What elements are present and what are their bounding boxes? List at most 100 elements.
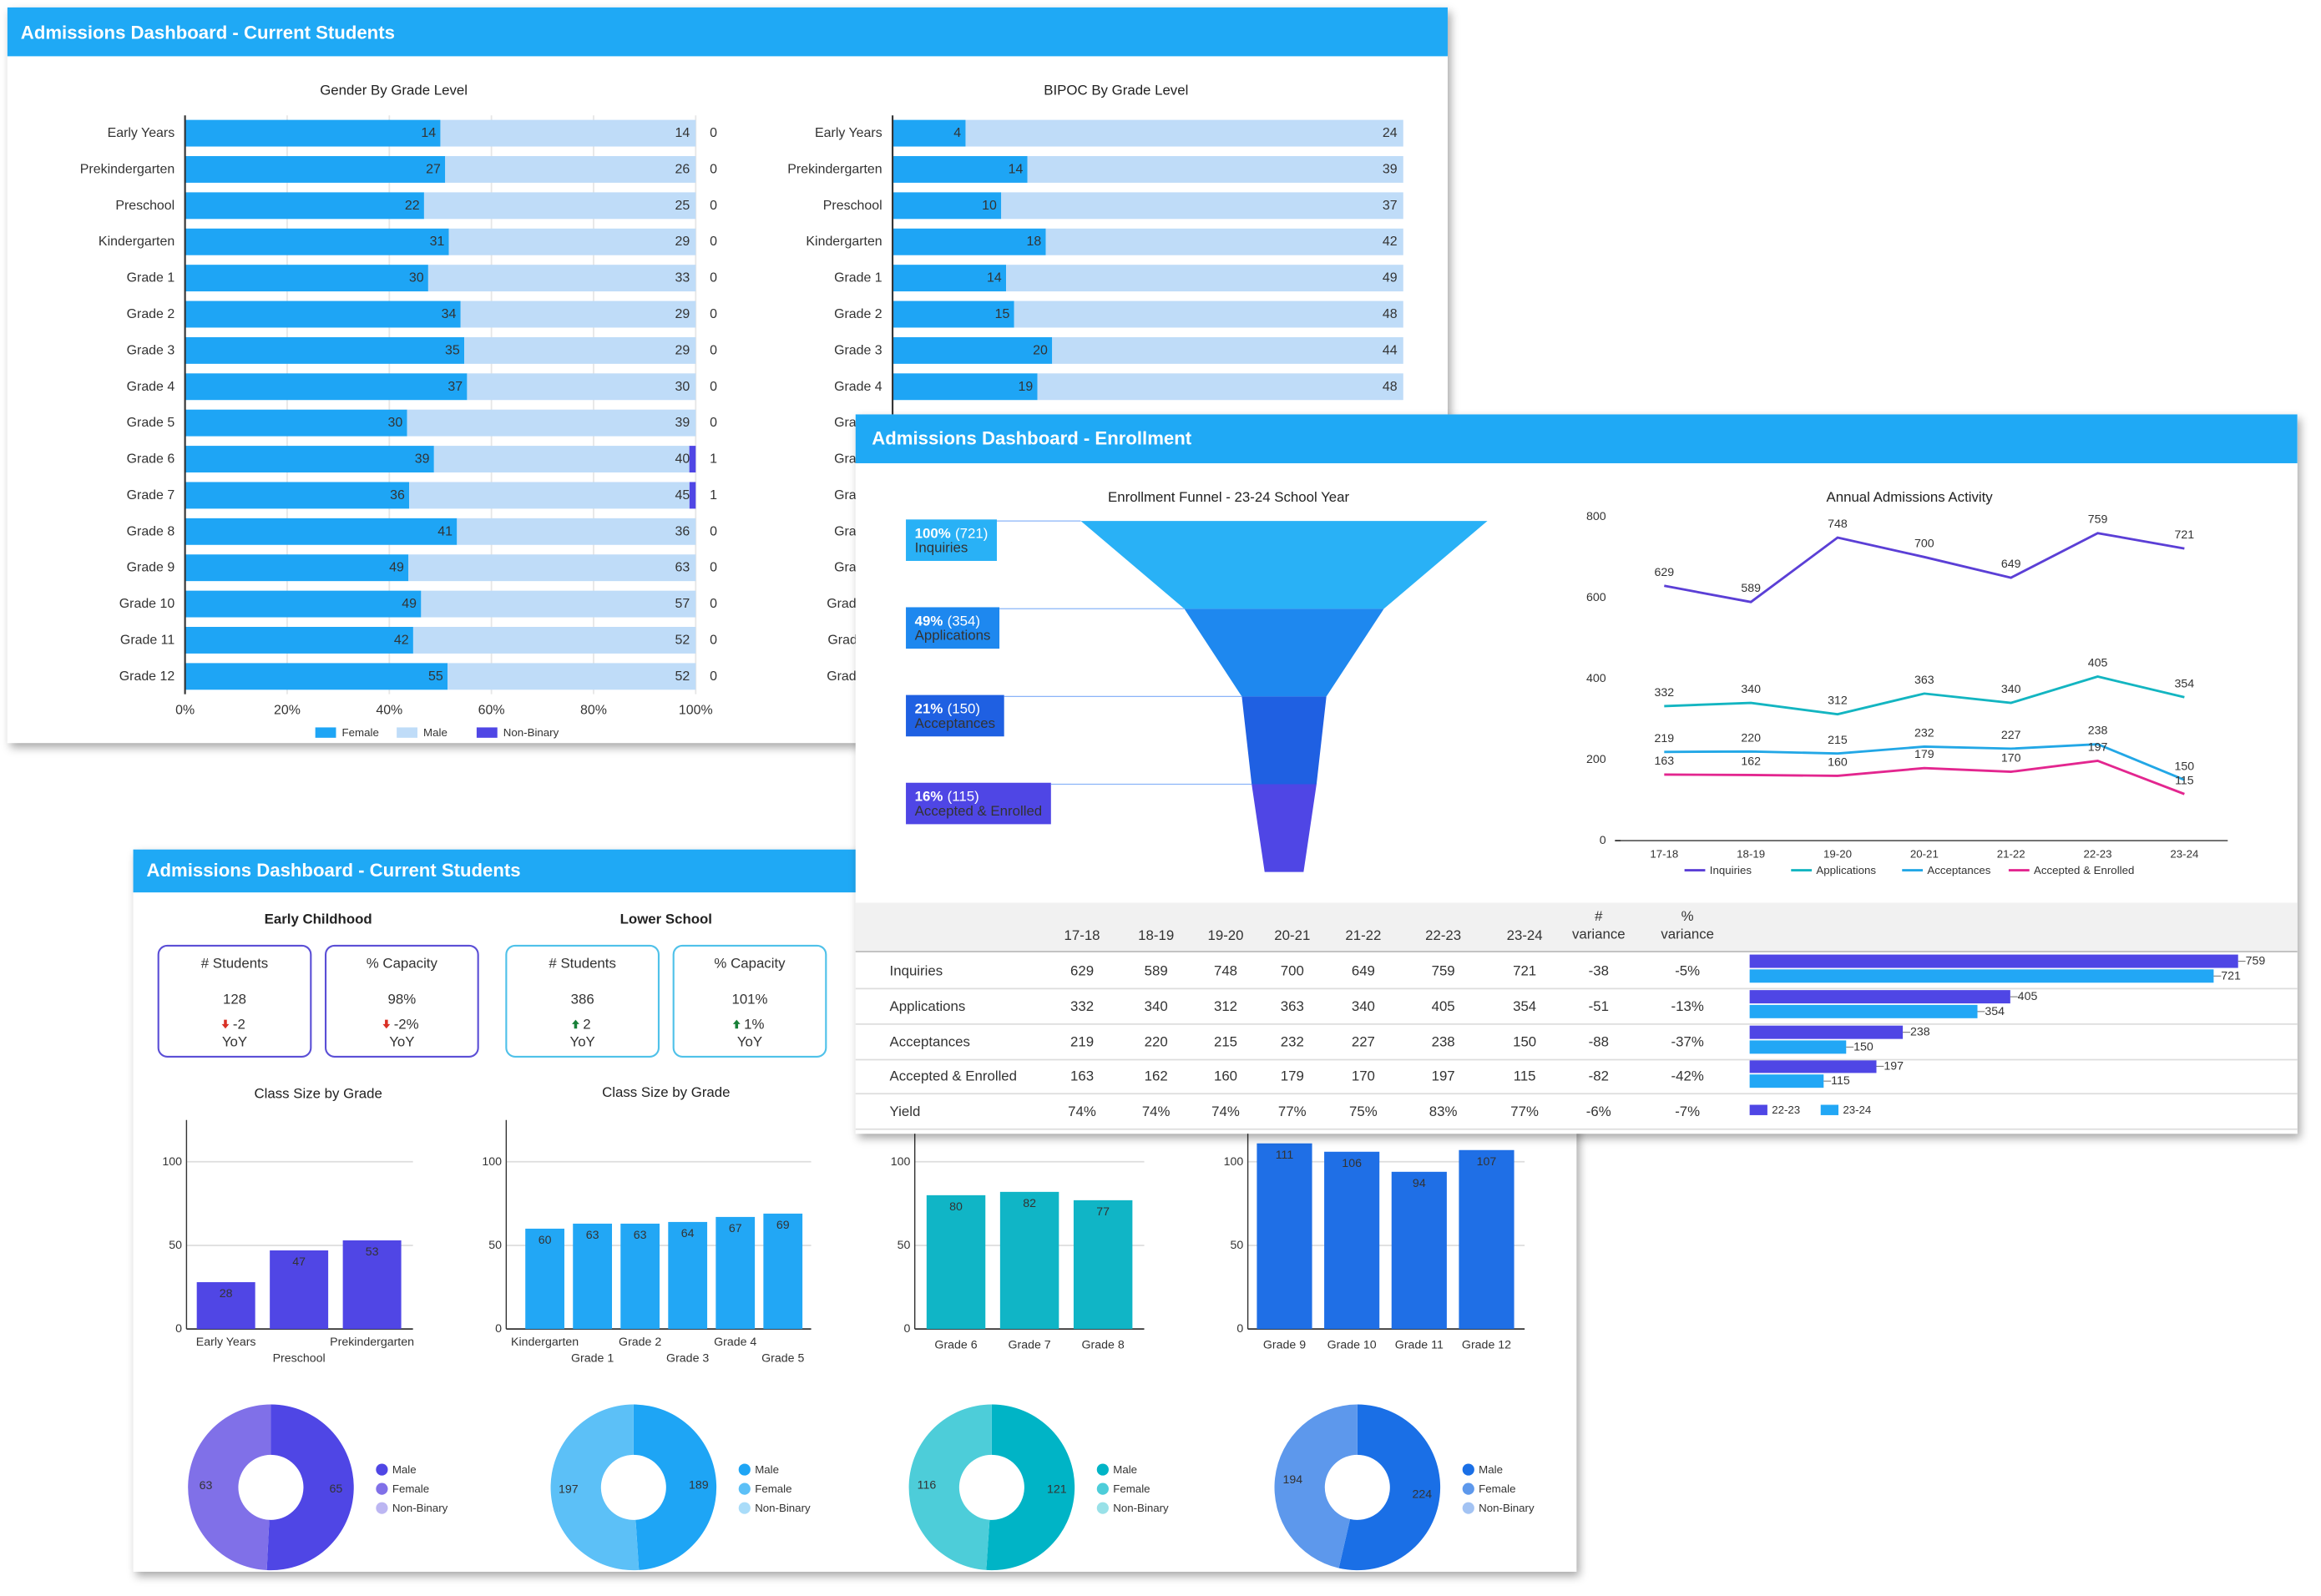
data-label: 94 [1413, 1177, 1426, 1190]
x-tick-label: Grade 10 [1327, 1339, 1377, 1352]
y-tick-label: 100 [162, 1155, 182, 1169]
chart-title: Class Size by Grade [254, 1086, 382, 1102]
data-label: 52 [675, 669, 690, 684]
row-label: Yield [890, 1104, 921, 1119]
data-label: 27 [426, 162, 441, 176]
category-label: Grade 11 [120, 633, 174, 647]
chart-title: BIPOC By Grade Level [1044, 83, 1188, 98]
bar [668, 1221, 708, 1330]
data-label: 332 [1654, 686, 1674, 700]
bar-segment [1001, 192, 1403, 220]
kpi-card [672, 944, 827, 1058]
x-tick-label: 60% [478, 704, 505, 718]
data-label: 24 [1383, 126, 1398, 140]
bar [999, 1191, 1059, 1330]
category-label: Grade 8 [127, 524, 175, 538]
legend-swatch [1820, 1104, 1839, 1115]
data-label: 150 [2175, 760, 2195, 773]
data-label: 18 [1027, 235, 1042, 249]
y-tick-label: 0 [903, 1322, 910, 1336]
title-bar [855, 414, 2298, 463]
y-tick-label: 50 [1231, 1239, 1244, 1252]
x-tick-label: 40% [376, 704, 402, 718]
table-cell: 649 [1352, 963, 1375, 979]
kpi-card [505, 944, 660, 1058]
table-cell: 75% [1349, 1104, 1378, 1119]
data-label: 80 [949, 1200, 963, 1214]
bar-segment [427, 265, 696, 292]
bar-segment [185, 373, 468, 401]
kpi-label: # Students [549, 956, 615, 972]
bar-segment [1045, 228, 1403, 255]
data-label: 36 [390, 488, 405, 503]
legend-label: Female [1479, 1482, 1515, 1495]
kpi-value: 386 [571, 991, 594, 1007]
legend-label: Female [1113, 1482, 1150, 1495]
y-tick-label: 100 [482, 1155, 502, 1169]
stage-label-box [906, 694, 1004, 737]
category-label: Grade 4 [127, 380, 175, 394]
data-label: 0 [710, 199, 717, 213]
stage-value: 49% (354) [915, 613, 980, 629]
data-label: 63 [675, 561, 690, 575]
funnel-stage [1080, 521, 1488, 609]
data-label: 33 [675, 271, 690, 285]
data-label: 116 [918, 1478, 937, 1492]
pie-slice [1274, 1404, 1358, 1568]
column-header: % [1681, 908, 1694, 924]
data-label: 39 [675, 416, 690, 430]
data-label: 82 [1023, 1197, 1036, 1210]
bar-segment [185, 192, 424, 220]
column-header: 22-23 [1425, 927, 1461, 943]
data-label: 26 [675, 162, 690, 176]
x-tick-label: Grade 7 [1008, 1339, 1050, 1352]
bar-segment [892, 265, 1007, 292]
bar-segment [464, 336, 696, 364]
data-label: 194 [1282, 1473, 1302, 1487]
stage-name: Accepted & Enrolled [915, 803, 1042, 819]
bar [716, 1216, 756, 1330]
x-tick-label: Grade 2 [619, 1336, 661, 1349]
data-label: 41 [437, 524, 453, 538]
bar-segment [1006, 265, 1403, 292]
data-label: 227 [2001, 729, 2021, 742]
data-label: 57 [675, 597, 690, 611]
data-label: 160 [1828, 755, 1848, 769]
data-label: 49 [1383, 271, 1398, 285]
data-label: 0 [710, 597, 717, 611]
legend-label: Male [1479, 1463, 1503, 1476]
bar [1459, 1149, 1514, 1330]
data-label: 29 [675, 307, 690, 321]
table-cell: 332 [1070, 998, 1094, 1014]
row-label: Applications [890, 998, 966, 1014]
data-label: 215 [1828, 734, 1848, 747]
table-cell: -13% [1671, 998, 1704, 1014]
bar-segment [407, 409, 696, 437]
data-label: 354 [2175, 677, 2195, 690]
trend-arrow [382, 1019, 391, 1029]
bar-segment [689, 446, 696, 473]
table-cell: 312 [1214, 998, 1237, 1014]
data-label: 0 [710, 633, 717, 647]
bar-segment [892, 192, 1002, 220]
table-cell: 748 [1214, 963, 1237, 979]
data-label: 748 [1828, 518, 1848, 531]
data-label: 48 [1383, 380, 1398, 394]
series-line [1664, 759, 2185, 795]
bar-segment [185, 518, 458, 545]
kpi-value: 128 [223, 991, 246, 1007]
data-label: 39 [415, 452, 430, 467]
x-tick-label: Grade 11 [1395, 1339, 1444, 1352]
bar-segment [689, 482, 696, 509]
data-label: 60 [539, 1234, 552, 1247]
x-tick-label: 17-18 [1650, 848, 1678, 861]
table-cell: 179 [1281, 1068, 1304, 1083]
data-label: 22 [405, 199, 420, 213]
legend-swatch [1096, 1463, 1109, 1476]
legend-label: Male [392, 1463, 417, 1476]
bar-segment [185, 627, 413, 654]
bar-segment [185, 554, 409, 582]
bar [763, 1213, 803, 1330]
column-header: # [1595, 908, 1603, 924]
